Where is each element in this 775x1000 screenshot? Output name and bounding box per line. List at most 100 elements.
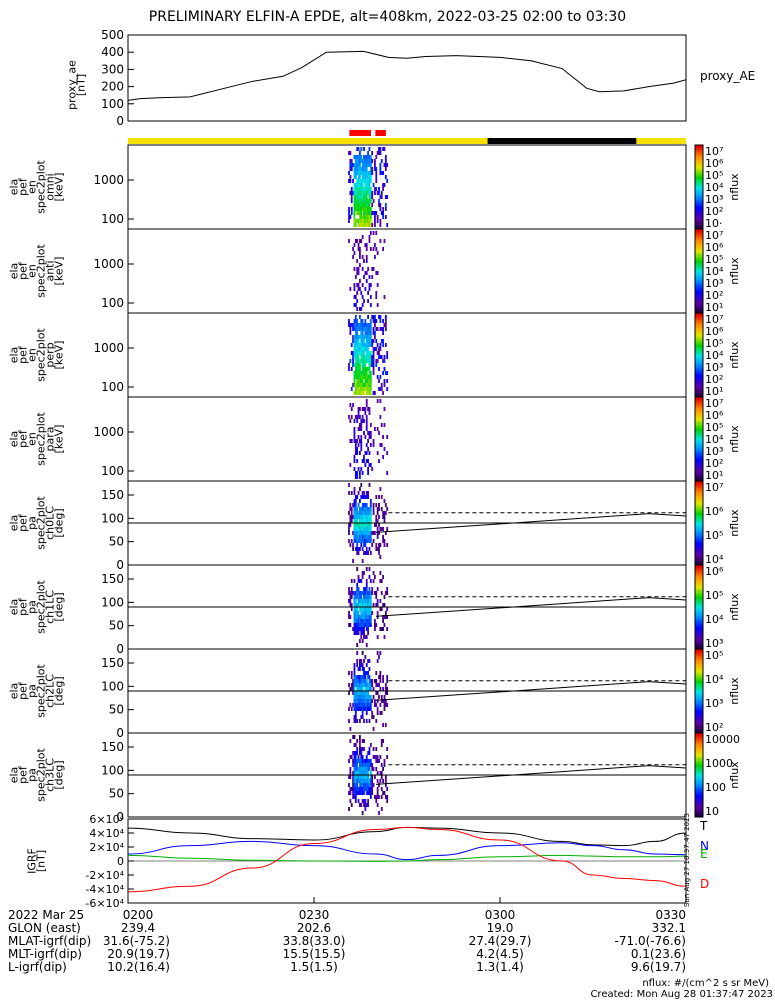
spec2plot-ch0LC-cell xyxy=(380,527,383,531)
spec2plot-ch1LC-colorbar-step xyxy=(695,575,703,579)
spec2plot-anti-colorbar-step xyxy=(695,252,703,255)
spec2plot-ch0LC-cell xyxy=(375,519,378,523)
spec2plot-omni-cell xyxy=(354,203,357,207)
spec2plot-ch0LC-cell xyxy=(379,527,382,531)
spec2plot-perp-cell xyxy=(374,335,376,339)
spec2plot-ch0LC-colorbar-tick: 10⁶ xyxy=(705,505,724,518)
spec2plot-ch3LC-colorbar-step xyxy=(695,804,703,807)
spec2plot-ch0LC-cell xyxy=(353,519,356,523)
spec2plot-omni-cell xyxy=(379,207,382,211)
spec2plot-ch3LC-cell xyxy=(367,799,369,803)
spec2plot-omni-colorbar-step xyxy=(695,166,703,169)
spec2plot-anti-cell xyxy=(356,267,359,271)
spec2plot-ch0LC-cell xyxy=(364,519,367,523)
spec2plot-ch2LC-colorbar-tick: 10⁵ xyxy=(705,649,723,662)
spec2plot-ch2LC-cell xyxy=(348,719,350,723)
spec2plot-anti-cell xyxy=(356,283,359,287)
spec2plot-ch3LC-loss-cone-line xyxy=(375,765,687,785)
quality-segment xyxy=(487,138,637,144)
spec2plot-ch3LC-cell xyxy=(368,787,371,791)
spec2plot-ch1LC-cell xyxy=(380,627,383,631)
spec2plot-para-colorbar-step xyxy=(695,460,703,463)
spec2plot-ch2LC-cell xyxy=(359,675,361,679)
spec2plot-anti-colorbar-step xyxy=(695,243,703,247)
spec2plot-para-cell xyxy=(379,415,382,419)
spec2plot-perp-cell xyxy=(375,339,378,343)
spec2plot-ch2LC-cell xyxy=(349,687,352,691)
spec2plot-ch1LC-cell xyxy=(363,615,365,619)
spec2plot-omni-cell xyxy=(369,175,372,179)
spec2plot-ch2LC-cell xyxy=(348,707,350,711)
spec2plot-perp-cell xyxy=(361,319,364,323)
spec2plot-ch3LC-cell xyxy=(372,747,375,751)
spec2plot-omni-cell xyxy=(365,179,368,183)
spec2plot-ch2LC-cell xyxy=(374,703,376,707)
spec2plot-ch2LC-cell xyxy=(357,679,360,683)
spec2plot-para-colorbar-step xyxy=(695,478,703,482)
spec2plot-para-cell xyxy=(357,443,360,447)
spec2plot-para-ylabel-line: para xyxy=(44,427,57,452)
spec2plot-para-cell xyxy=(383,407,386,411)
spec2plot-perp-cell xyxy=(382,359,384,363)
spec2plot-ch0LC-cell xyxy=(369,527,372,531)
spec2plot-perp-cell xyxy=(357,383,360,387)
spec2plot-perp-cell xyxy=(368,331,371,335)
spec2plot-omni-cell xyxy=(357,147,360,151)
spec2plot-ch0LC-cell xyxy=(372,503,375,507)
spec2plot-perp-cell xyxy=(354,391,357,395)
spec2plot-omni-cell xyxy=(364,203,367,207)
spec2plot-ch0LC-loss-cone-line xyxy=(375,513,687,533)
spec2plot-omni-cell xyxy=(383,147,386,151)
spec2plot-anti-cell xyxy=(369,303,372,307)
spec2plot-omni-cell xyxy=(368,203,371,207)
spec2plot-ch0LC-cell xyxy=(354,535,357,539)
spec2plot-ch0LC-colorbar-step xyxy=(695,491,703,495)
spec2plot-ch2LC-cell xyxy=(375,703,378,707)
spec2plot-ch3LC-colorbar-step xyxy=(695,787,703,791)
spec2plot-ch1LC-cell xyxy=(369,611,372,615)
spec2plot-ch0LC-colorbar-step xyxy=(695,537,703,541)
spec2plot-ch2LC-cell xyxy=(384,703,387,707)
spec2plot-ch3LC-ytick-label: 100 xyxy=(101,763,124,777)
spec2plot-omni-cell xyxy=(375,175,378,179)
spec2plot-perp-cell xyxy=(365,339,368,343)
spec2plot-ch1LC-cell xyxy=(357,631,360,635)
spec2plot-omni-colorbar-step xyxy=(695,199,703,203)
spec2plot-perp-cell xyxy=(363,355,365,359)
spec2plot-perp-cell xyxy=(383,323,386,327)
spec2plot-ch2LC-cell xyxy=(353,691,356,695)
spec2plot-ch3LC-cell xyxy=(356,759,359,763)
spec2plot-ch2LC-cell xyxy=(361,683,364,687)
spec2plot-ch3LC-cell xyxy=(354,779,357,783)
spec2plot-ch0LC-cell xyxy=(375,495,378,499)
spec2plot-perp-cell xyxy=(386,351,389,355)
spec2plot-ch3LC-cell xyxy=(353,795,356,799)
spec2plot-ch3LC-cell xyxy=(371,787,374,791)
spec2plot-ch1LC-cell xyxy=(365,587,368,591)
spec2plot-perp-colorbar-step xyxy=(695,348,703,352)
spec2plot-ch3LC-ytick-label: 50 xyxy=(109,787,124,801)
spec2plot-omni-cell xyxy=(359,203,361,207)
spec2plot-ch1LC-cell xyxy=(357,603,360,607)
spec2plot-ch3LC-colorbar-label: nflux xyxy=(728,761,741,789)
spec2plot-ch2LC-colorbar-step xyxy=(695,649,703,652)
spec2plot-ch0LC-cell xyxy=(360,531,363,535)
spec2plot-ch0LC-cell xyxy=(359,523,361,527)
spec2plot-ch1LC-cell xyxy=(354,599,357,603)
spec2plot-anti-cell xyxy=(368,283,371,287)
spec2plot-omni-cell xyxy=(354,219,357,223)
spec2plot-perp-cell xyxy=(374,347,376,351)
spec2plot-omni-cell xyxy=(369,195,372,199)
spec2plot-ch0LC-cell xyxy=(364,495,367,499)
spec2plot-ch3LC-cell xyxy=(372,767,375,771)
spec2plot-ch3LC-cell xyxy=(369,759,372,763)
spec2plot-perp-cell xyxy=(368,339,371,343)
spec2plot-omni-cell xyxy=(359,215,361,219)
spec2plot-perp-cell xyxy=(353,371,356,375)
spec2plot-ch0LC-cell xyxy=(356,539,359,543)
spec2plot-perp-colorbar-step xyxy=(695,392,703,396)
spec2plot-ch2LC-cell xyxy=(380,695,383,699)
spec2plot-ch0LC-ylabel-line: spec2plot xyxy=(35,496,48,550)
spec2plot-omni-cell xyxy=(384,163,387,167)
spec2plot-ch1LC-cell xyxy=(349,623,352,627)
